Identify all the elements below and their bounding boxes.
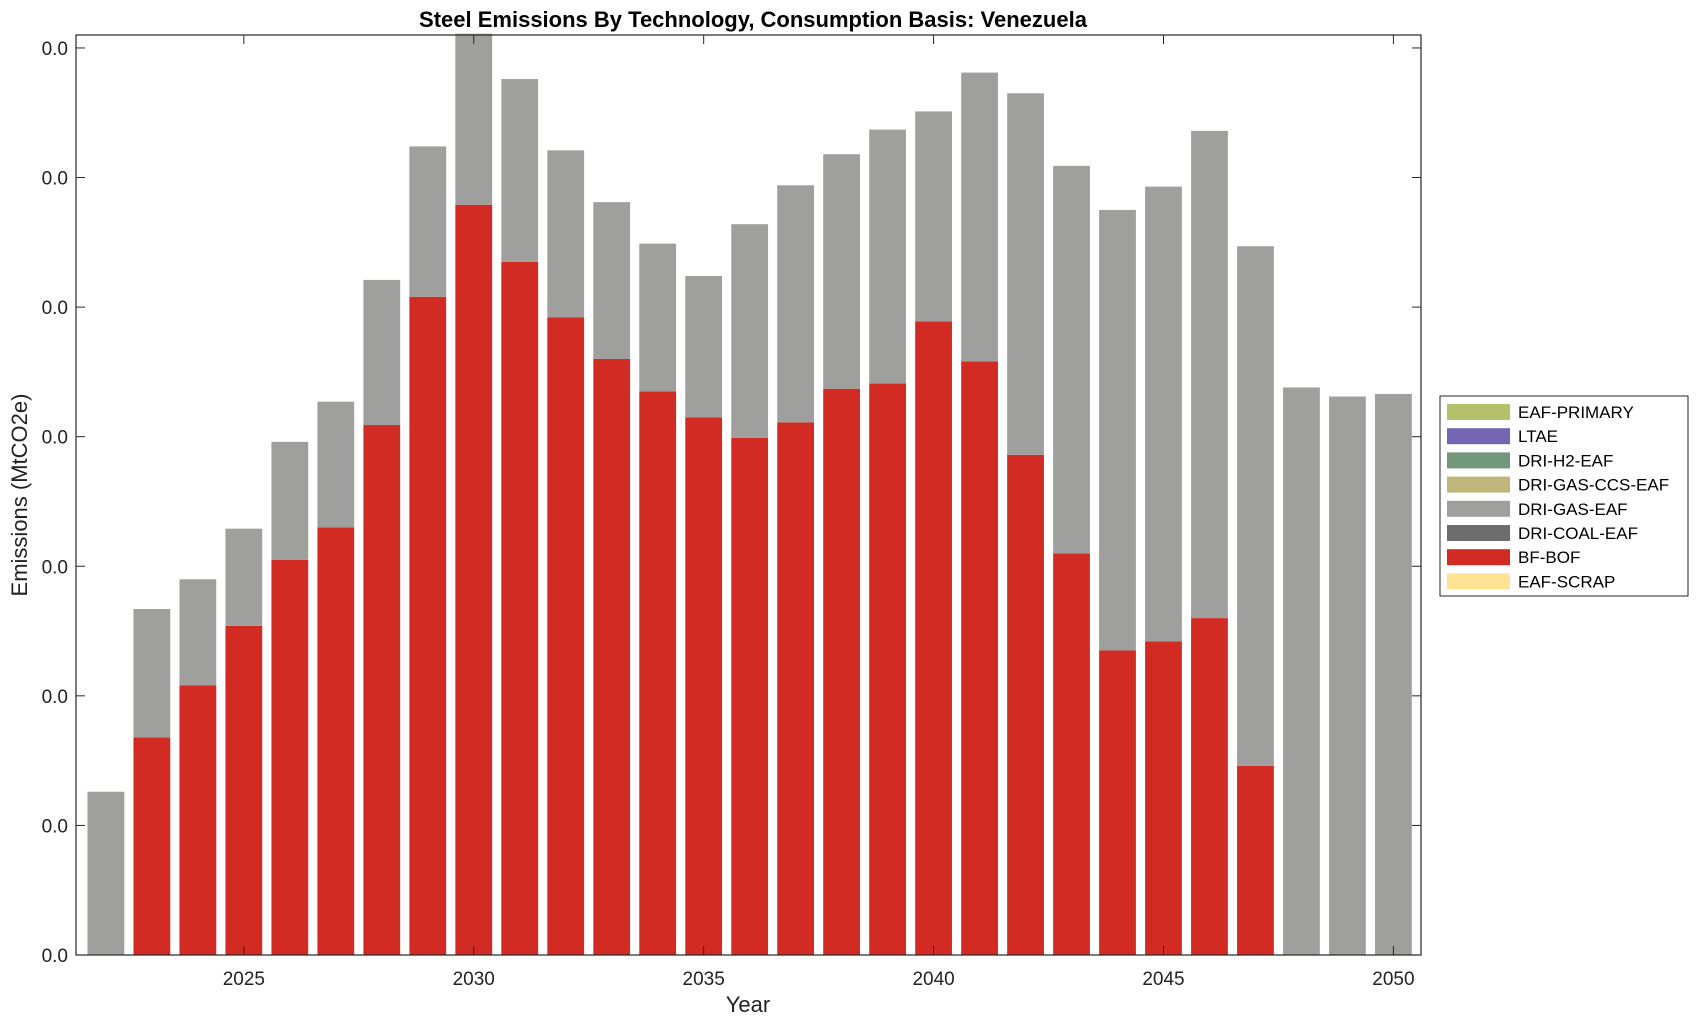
bar-dri-gas-eaf-2023 xyxy=(133,609,171,738)
legend-label-ltae: LTAE xyxy=(1518,427,1558,446)
x-tick-label: 2030 xyxy=(453,969,495,990)
bar-dri-gas-eaf-2038 xyxy=(823,154,861,389)
bar-bf-bof-2023 xyxy=(133,737,171,955)
legend-swatch-ltae xyxy=(1447,428,1510,445)
bar-dri-gas-eaf-2029 xyxy=(409,146,447,297)
bar-dri-gas-eaf-2048 xyxy=(1283,387,1320,955)
legend-label-eaf-scrap: EAF-SCRAP xyxy=(1518,572,1615,591)
bar-dri-gas-eaf-2036 xyxy=(731,224,769,438)
bar-dri-gas-eaf-2028 xyxy=(363,279,401,426)
y-tick-label: 0.0 xyxy=(42,39,68,60)
bar-bf-bof-2028 xyxy=(363,425,401,955)
bar-dri-gas-eaf-2050 xyxy=(1375,393,1412,955)
bar-dri-gas-eaf-2043 xyxy=(1053,165,1090,554)
bar-bf-bof-2033 xyxy=(593,358,631,955)
bar-bf-bof-2045 xyxy=(1145,641,1182,955)
bar-bf-bof-2038 xyxy=(823,388,861,955)
bar-dri-gas-eaf-2042 xyxy=(1007,93,1044,455)
legend-label-dri-gas-ccs-eaf: DRI-GAS-CCS-EAF xyxy=(1518,476,1669,495)
legend-swatch-dri-gas-eaf xyxy=(1447,500,1510,517)
plot-frame xyxy=(75,34,1422,956)
bar-bf-bof-2040 xyxy=(915,321,952,955)
y-tick-label: 0.0 xyxy=(42,557,68,578)
bar-dri-gas-eaf-2032 xyxy=(547,150,585,318)
legend-swatch-eaf-primary xyxy=(1447,404,1510,420)
bar-bf-bof-2025 xyxy=(225,625,263,955)
bar-bf-bof-2031 xyxy=(501,261,539,955)
bar-dri-gas-eaf-2046 xyxy=(1191,130,1228,619)
bar-dri-gas-eaf-2031 xyxy=(501,79,539,262)
bar-bf-bof-2027 xyxy=(317,527,355,955)
bar-dri-gas-eaf-2026 xyxy=(271,441,309,560)
bar-bf-bof-2036 xyxy=(731,437,769,955)
y-axis-label: Emissions (MtCO2e) xyxy=(7,394,32,597)
bar-dri-gas-eaf-2045 xyxy=(1145,186,1182,642)
bar-bf-bof-2047 xyxy=(1237,765,1274,955)
bar-bf-bof-2039 xyxy=(869,383,906,955)
y-tick-label: 0.0 xyxy=(42,169,68,190)
legend-label-eaf-primary: EAF-PRIMARY xyxy=(1518,403,1634,422)
legend-swatch-bf-bof xyxy=(1447,549,1510,566)
bar-dri-gas-eaf-2039 xyxy=(869,129,906,384)
bar-dri-gas-eaf-2041 xyxy=(961,72,998,362)
legend: EAF-PRIMARY LTAE DRI-H2-EAF DRI-GAS-CCS-EAF… xyxy=(1439,395,1689,597)
bar-dri-gas-eaf-2024 xyxy=(179,579,217,686)
bar-dri-gas-eaf-2030 xyxy=(455,33,493,205)
bar-bf-bof-2044 xyxy=(1099,650,1136,955)
bar-bf-bof-2024 xyxy=(179,685,217,955)
bars-layer xyxy=(87,33,1412,956)
bar-bf-bof-2030 xyxy=(455,204,493,955)
y-tick-label: 0.0 xyxy=(42,816,68,837)
legend-swatch-eaf-scrap xyxy=(1447,573,1510,590)
bar-dri-gas-eaf-2027 xyxy=(317,401,355,528)
chart-title: Steel Emissions By Technology, Consumpti… xyxy=(419,7,1088,32)
bar-bf-bof-2042 xyxy=(1007,454,1044,955)
bar-dri-gas-eaf-2037 xyxy=(777,185,815,423)
bar-dri-gas-eaf-2033 xyxy=(593,202,631,359)
bar-bf-bof-2029 xyxy=(409,296,447,955)
y-tick-label: 0.0 xyxy=(42,687,68,708)
bar-bf-bof-2032 xyxy=(547,317,585,956)
bar-dri-gas-eaf-2034 xyxy=(639,243,677,392)
y-tick-label: 0.0 xyxy=(42,428,68,449)
y-tick-label: 0.0 xyxy=(42,946,68,967)
x-tick-label: 2040 xyxy=(912,969,954,990)
legend-label-dri-gas-eaf: DRI-GAS-EAF xyxy=(1518,500,1628,519)
x-axis-label: Year xyxy=(726,992,770,1017)
y-tick-label: 0.0 xyxy=(42,298,68,319)
bar-bf-bof-2046 xyxy=(1191,618,1228,955)
x-tick-label: 2035 xyxy=(683,969,725,990)
legend-label-bf-bof: BF-BOF xyxy=(1518,548,1580,567)
x-tick-label: 2045 xyxy=(1142,969,1184,990)
bar-bf-bof-2026 xyxy=(271,559,309,955)
bar-dri-gas-eaf-2022 xyxy=(87,791,125,955)
legend-label-dri-h2-eaf: DRI-H2-EAF xyxy=(1518,451,1613,470)
bar-bf-bof-2043 xyxy=(1053,553,1090,955)
bar-bf-bof-2034 xyxy=(639,391,677,956)
legend-label-dri-coal-eaf: DRI-COAL-EAF xyxy=(1518,524,1638,543)
bar-dri-gas-eaf-2047 xyxy=(1237,246,1274,766)
legend-swatch-dri-gas-ccs-eaf xyxy=(1447,476,1510,493)
bar-bf-bof-2035 xyxy=(685,417,723,955)
x-tick-label: 2025 xyxy=(223,969,265,990)
legend-swatch-dri-coal-eaf xyxy=(1447,525,1510,541)
bar-dri-gas-eaf-2040 xyxy=(915,111,952,322)
bar-bf-bof-2037 xyxy=(777,422,815,955)
bar-dri-gas-eaf-2035 xyxy=(685,276,723,418)
x-tick-label: 2050 xyxy=(1372,969,1414,990)
bar-dri-gas-eaf-2049 xyxy=(1329,396,1366,955)
ticks-layer: 0.0 0.0 0.0 0.0 0.0 0.0 0.0 0.0 2025 2030 2035 2040… xyxy=(42,35,1421,990)
bar-dri-gas-eaf-2025 xyxy=(225,528,263,626)
legend-swatch-dri-h2-eaf xyxy=(1447,452,1510,469)
bar-bf-bof-2041 xyxy=(961,361,998,955)
bar-dri-gas-eaf-2044 xyxy=(1099,209,1136,651)
